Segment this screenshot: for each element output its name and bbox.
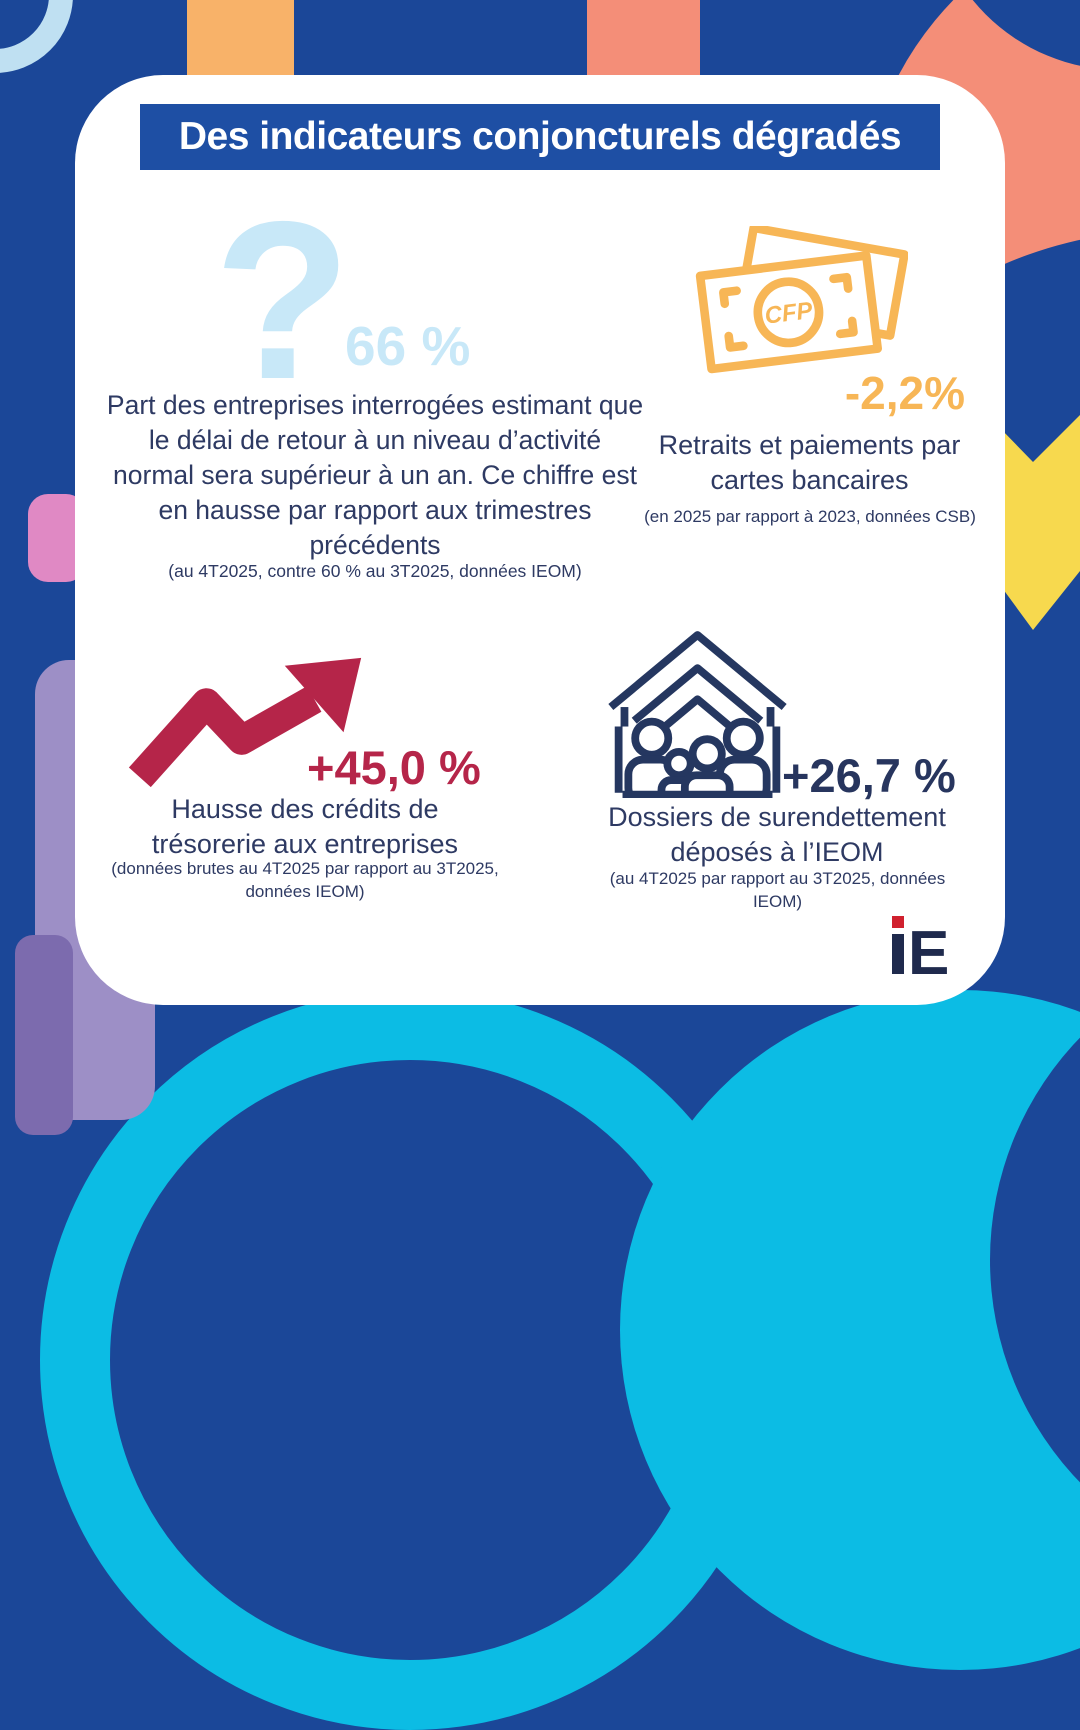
treasury-credits-label: Hausse des crédits de trésorerie aux ent… — [151, 794, 459, 860]
family-house-icon — [608, 631, 787, 798]
treasury-credits-note: (données brutes au 4T2025 par rapport au… — [111, 859, 499, 901]
survey-note: (au 4T2025, contre 60 % au 3T2025, donné… — [168, 561, 582, 581]
overindebtedness-value: +26,7 % — [782, 749, 956, 802]
logo-red-dot — [892, 916, 904, 928]
card-payments-label: Retraits et paiements par cartes bancair… — [658, 430, 961, 496]
treasury-credits-value: +45,0 % — [307, 741, 481, 794]
survey-value: 66 % — [345, 315, 471, 377]
cfp-banknotes-icon: CFP — [695, 226, 908, 374]
ieom-logo: E — [892, 908, 972, 985]
card-payments-value: -2,2% — [844, 367, 965, 419]
logo-letter-i — [892, 916, 904, 974]
survey-description: Part des entreprises interrogées estiman… — [106, 390, 644, 560]
logo-letter-e: E — [908, 919, 949, 989]
pale-blue-arc-shape — [0, 0, 73, 73]
question-mark-icon: ? — [213, 173, 352, 426]
rising-arrow-icon — [128, 657, 362, 788]
card-payments-note: (en 2025 par rapport à 2023, données CSB… — [644, 507, 976, 526]
logo-i-stem — [892, 934, 904, 974]
page-title: Des indicateurs conjoncturels dégradés — [178, 115, 902, 158]
title-banner: Des indicateurs conjoncturels dégradés — [140, 104, 940, 170]
purple-rounded-shape — [15, 935, 73, 1135]
overindebtedness-label: Dossiers de surendettement déposés à l’I… — [608, 802, 946, 868]
overindebtedness-note: (au 4T2025 par rapport au 3T2025, donnée… — [609, 869, 946, 911]
infographic-card — [75, 75, 1005, 1005]
cfp-label: CFP — [763, 297, 814, 330]
yellow-chevron-shape — [1000, 415, 1080, 630]
